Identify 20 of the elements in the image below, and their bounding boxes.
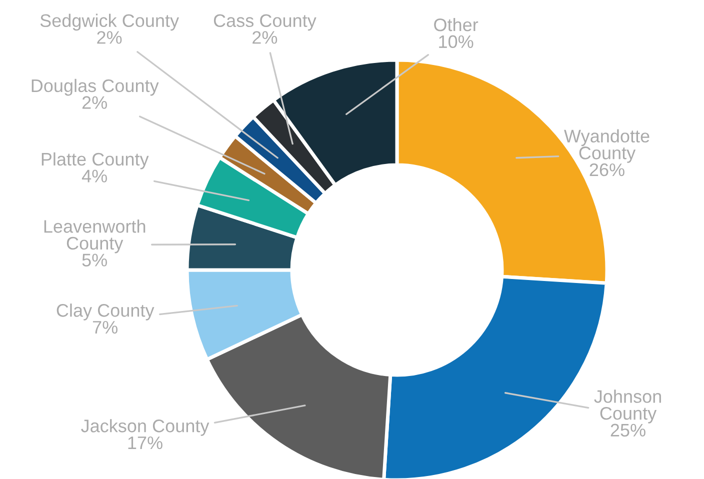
data-label: 7% bbox=[92, 320, 118, 334]
slice-label: Other bbox=[434, 18, 478, 32]
slice-label: Sedgwick County bbox=[40, 14, 180, 31]
slice-label: Douglas County bbox=[32, 78, 159, 96]
data-label: 5% bbox=[82, 254, 108, 266]
slice-label: Johnson County bbox=[594, 390, 661, 424]
data-label: 2% bbox=[252, 31, 278, 44]
slice-label: Cass County bbox=[214, 14, 316, 31]
slice-label: Clay County bbox=[56, 304, 154, 320]
data-label: 2% bbox=[97, 31, 122, 44]
data-label: 2% bbox=[82, 96, 108, 109]
slice-label: Platte County bbox=[42, 152, 149, 170]
slice-label: Jackson County bbox=[81, 419, 210, 436]
data-label: 26% bbox=[590, 163, 624, 176]
slice-label: Leavenworth County bbox=[44, 220, 146, 254]
slice-label: Wyandotte County bbox=[564, 129, 650, 163]
data-label: 25% bbox=[610, 424, 646, 437]
data-label: 4% bbox=[82, 170, 108, 182]
data-label: 17% bbox=[128, 436, 162, 450]
data-label: 10% bbox=[439, 35, 474, 48]
